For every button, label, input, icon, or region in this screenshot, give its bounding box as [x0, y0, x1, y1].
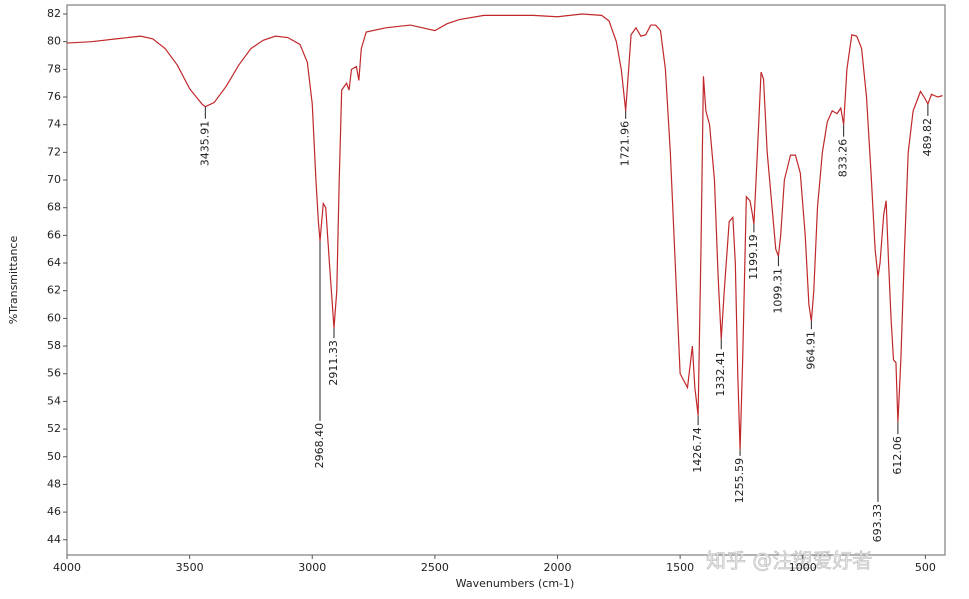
x-tick-label: 1000 [789, 561, 817, 574]
peak-label: 1255.59 [733, 458, 746, 504]
peak-label: 3435.91 [198, 121, 211, 167]
x-tick-label: 4000 [53, 561, 81, 574]
x-axis-label: Wavenumbers (cm-1) [456, 577, 575, 590]
watermark: 知乎 @注塑爱好者 [706, 549, 872, 573]
peak-label: 1332.41 [714, 351, 727, 397]
peak-label: 833.26 [837, 139, 850, 178]
y-tick-label: 54 [47, 394, 61, 407]
y-tick-label: 66 [47, 228, 61, 241]
x-tick-label: 500 [915, 561, 936, 574]
y-tick-label: 74 [47, 118, 61, 131]
y-tick-label: 44 [47, 533, 61, 546]
x-tick-label: 3000 [298, 561, 326, 574]
peak-label: 612.06 [891, 436, 904, 475]
peak-label: 489.82 [921, 118, 934, 157]
y-tick-label: 68 [47, 201, 61, 214]
y-tick-label: 72 [47, 145, 61, 158]
y-tick-label: 60 [47, 311, 61, 324]
peak-label: 693.33 [871, 504, 884, 543]
y-tick-label: 76 [47, 90, 61, 103]
y-tick-label: 78 [47, 62, 61, 75]
y-tick-label: 52 [47, 422, 61, 435]
x-tick-label: 3500 [176, 561, 204, 574]
y-tick-label: 46 [47, 505, 61, 518]
spectrum-line [66, 13, 943, 450]
y-axis-label: %Transmittance [7, 236, 20, 325]
y-tick-label: 62 [47, 284, 61, 297]
y-tick-label: 80 [47, 35, 61, 48]
peak-label: 2968.40 [313, 423, 326, 469]
y-tick-label: 70 [47, 173, 61, 186]
y-tick-label: 48 [47, 477, 61, 490]
y-tick-label: 82 [47, 7, 61, 20]
peak-label: 964.91 [804, 331, 817, 370]
peak-label: 1099.31 [771, 268, 784, 314]
peak-label: 1199.19 [747, 234, 760, 279]
y-tick-label: 64 [47, 256, 61, 269]
y-tick-label: 50 [47, 450, 61, 463]
x-tick-label: 2500 [421, 561, 449, 574]
x-tick-label: 2000 [544, 561, 572, 574]
peak-label: 1426.74 [691, 427, 704, 473]
x-tick-label: 1500 [666, 561, 694, 574]
peak-label: 1721.96 [619, 121, 632, 167]
peak-label: 2911.33 [327, 340, 340, 386]
y-tick-label: 56 [47, 367, 61, 380]
plot-frame [66, 4, 946, 556]
y-tick-label: 58 [47, 339, 61, 352]
